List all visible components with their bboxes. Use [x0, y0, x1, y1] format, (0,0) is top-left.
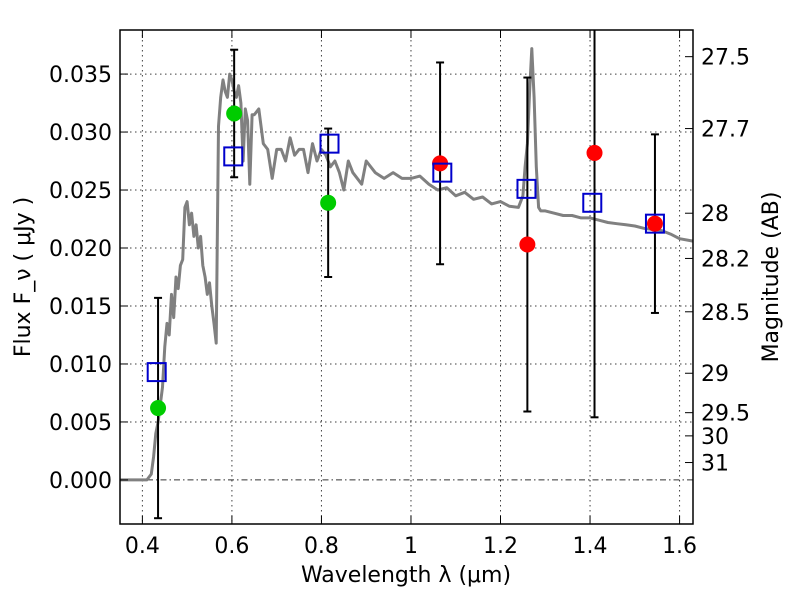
error-bars: [154, 30, 659, 520]
model-point: [319, 133, 340, 154]
y-axis-label: Flux F_ν ( μJy ): [11, 197, 36, 357]
x-tick-label: 1: [404, 534, 418, 559]
spectrum-line: [120, 47, 694, 482]
data-points: [146, 105, 665, 417]
y-tick-label: 0.005: [49, 411, 112, 436]
y-tick-label: 0.035: [49, 63, 112, 88]
y-tick-label: 0.025: [49, 179, 112, 204]
model-point: [223, 146, 244, 167]
model-point: [644, 213, 665, 234]
model-point: [582, 192, 603, 213]
right-axis-tick-label: 30: [701, 425, 729, 450]
x-tick-label: 0.4: [125, 534, 160, 559]
model-point: [146, 362, 167, 383]
model-point: [432, 162, 453, 183]
x-tick-label: 0.6: [214, 534, 249, 559]
right-axis-tick-label: 28.5: [701, 301, 750, 326]
x-tick-label: 1.4: [573, 534, 608, 559]
right-axis-tick-label: 31: [701, 452, 729, 477]
right-axis-tick-label: 28: [701, 202, 729, 227]
x-tick-label: 1.2: [483, 534, 518, 559]
observed-point: [519, 236, 536, 253]
y-tick-label: 0.030: [49, 121, 112, 146]
y-tick-label: 0.010: [49, 353, 112, 378]
x-tick-label: 0.8: [304, 534, 339, 559]
y-tick-label: 0.000: [49, 469, 112, 494]
observed-point: [226, 105, 243, 122]
right-axis-tick-label: 28.2: [701, 247, 750, 272]
axes: 0.4 0.6 0.8 1 1.2 1.4 1.6 0.000 0.005 0.010 0.015 0…: [49, 30, 750, 559]
right-axis-tick-label: 27.5: [701, 46, 750, 71]
model-point: [516, 178, 537, 199]
plot-frame: [119, 29, 694, 525]
observed-point: [150, 400, 167, 417]
grid: [120, 30, 693, 524]
x-tick-label: 1.6: [662, 534, 697, 559]
y-tick-label: 0.015: [49, 295, 112, 320]
right-axis-label: Magnitude (AB): [759, 192, 784, 363]
model-spectrum: [120, 47, 694, 482]
observed-point: [320, 194, 337, 211]
observed-point: [646, 215, 663, 232]
y-tick-label: 0.020: [49, 237, 112, 262]
right-axis-tick-label: 29.5: [701, 402, 750, 427]
right-axis-tick-label: 27.7: [701, 118, 750, 143]
observed-point: [586, 144, 603, 161]
x-axis-label: Wavelength λ (μm): [301, 563, 511, 588]
right-axis-tick-label: 29: [701, 362, 729, 387]
